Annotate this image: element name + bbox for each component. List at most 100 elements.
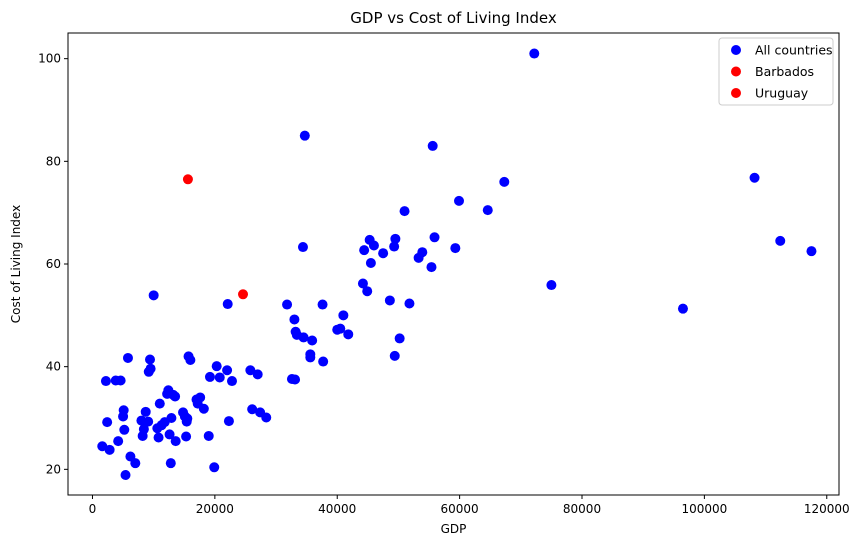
data-point-all-countries <box>290 374 301 385</box>
data-point-all-countries <box>148 290 159 301</box>
data-point-all-countries <box>426 262 437 273</box>
data-point-all-countries <box>317 299 328 310</box>
data-point-all-countries <box>298 332 309 343</box>
data-point-all-countries <box>394 333 405 344</box>
data-point-all-countries <box>338 310 349 321</box>
data-point-all-countries <box>143 416 154 427</box>
data-point-all-countries <box>226 376 237 387</box>
chart-title: GDP vs Cost of Living Index <box>350 9 557 27</box>
data-point-all-countries <box>222 365 233 376</box>
data-point-all-countries <box>211 361 222 372</box>
data-point-all-countries <box>154 398 165 409</box>
data-point-all-countries <box>378 248 389 259</box>
data-point-all-countries <box>357 278 368 289</box>
y-tick-label: 40 <box>46 360 61 374</box>
data-point-all-countries <box>245 365 256 376</box>
data-point-all-countries <box>185 354 196 365</box>
data-point-all-countries <box>223 416 234 427</box>
data-point-all-countries <box>182 413 193 424</box>
data-point-all-countries <box>113 436 124 447</box>
data-point-all-countries <box>775 235 786 246</box>
y-tick-label: 100 <box>38 52 61 66</box>
data-point-all-countries <box>261 412 272 423</box>
data-point-all-countries <box>389 241 400 252</box>
x-tick-label: 40000 <box>318 502 356 516</box>
data-point-all-countries <box>144 354 155 365</box>
data-point-all-countries <box>247 404 258 415</box>
data-point-all-countries <box>181 431 192 442</box>
data-point-all-countries <box>198 403 209 414</box>
legend-label: All countries <box>755 43 833 58</box>
y-axis-ticks: 20 40 60 80 100 <box>38 52 68 476</box>
data-point-all-countries <box>170 391 181 402</box>
data-point-all-countries <box>282 299 293 310</box>
data-point-all-countries <box>390 233 401 244</box>
data-point-all-countries <box>429 232 440 243</box>
data-point-all-countries <box>404 298 415 309</box>
data-point-all-countries <box>120 469 131 480</box>
data-point-all-countries <box>450 243 461 254</box>
data-point-all-countries <box>482 205 493 216</box>
data-point-all-countries <box>102 417 113 428</box>
data-point-all-countries <box>362 286 373 297</box>
data-point-all-countries <box>214 372 225 383</box>
data-point-all-countries <box>195 392 206 403</box>
data-point-all-countries <box>204 371 215 382</box>
y-tick-label: 60 <box>46 257 61 271</box>
data-point-all-countries <box>203 430 214 441</box>
y-tick-label: 20 <box>46 462 61 476</box>
data-point-all-countries <box>297 242 308 253</box>
legend-marker <box>731 45 741 55</box>
data-point-all-countries <box>299 130 310 141</box>
data-point-all-countries <box>140 406 151 417</box>
plot-area-frame <box>67 32 840 496</box>
data-point-all-countries <box>399 206 410 217</box>
data-point-all-countries <box>289 314 300 325</box>
data-point-all-countries <box>130 458 141 469</box>
x-axis-ticks: 0 20000 40000 60000 80000 100000 120000 <box>89 495 850 516</box>
data-point-all-countries <box>499 176 510 187</box>
x-tick-label: 120000 <box>804 502 850 516</box>
data-point-all-countries <box>318 356 329 367</box>
legend-label: Uruguay <box>755 86 809 101</box>
data-point-all-countries <box>164 429 175 440</box>
data-point-all-countries <box>115 375 126 386</box>
x-tick-label: 100000 <box>681 502 727 516</box>
data-points <box>97 48 817 480</box>
x-tick-label: 80000 <box>563 502 601 516</box>
data-point-all-countries <box>305 352 316 363</box>
data-point-all-countries <box>145 363 156 374</box>
data-point-all-countries <box>343 329 354 340</box>
legend-marker <box>731 66 741 77</box>
data-point-all-countries <box>368 240 379 251</box>
data-point-all-countries <box>122 352 133 363</box>
data-point-all-countries <box>118 405 129 416</box>
data-point-all-countries <box>384 295 395 306</box>
data-point-all-countries <box>749 172 760 183</box>
data-point-all-countries <box>166 413 177 423</box>
data-point-all-countries <box>100 376 111 387</box>
data-point-all-countries <box>252 369 263 380</box>
data-point-all-countries <box>153 432 164 443</box>
x-tick-label: 0 <box>89 502 97 516</box>
data-point-all-countries <box>359 245 370 256</box>
y-tick-label: 80 <box>46 154 61 168</box>
data-point-all-countries <box>307 335 318 346</box>
data-point-all-countries <box>222 299 233 310</box>
x-axis-label: GDP <box>441 522 467 536</box>
legend-box <box>718 37 834 106</box>
data-point-all-countries <box>417 247 428 258</box>
y-axis-label: Cost of Living Index <box>9 205 23 323</box>
data-point-all-countries <box>546 280 557 291</box>
data-point-all-countries <box>677 303 688 314</box>
data-point-all-countries <box>365 257 376 268</box>
data-point-all-countries <box>119 424 130 435</box>
data-point-all-countries <box>806 246 817 257</box>
data-point-all-countries <box>138 424 149 435</box>
data-point-barbados <box>182 174 193 185</box>
data-point-all-countries <box>529 48 540 59</box>
data-point-all-countries <box>165 458 176 469</box>
x-tick-label: 60000 <box>441 502 479 516</box>
data-point-all-countries <box>104 444 115 455</box>
